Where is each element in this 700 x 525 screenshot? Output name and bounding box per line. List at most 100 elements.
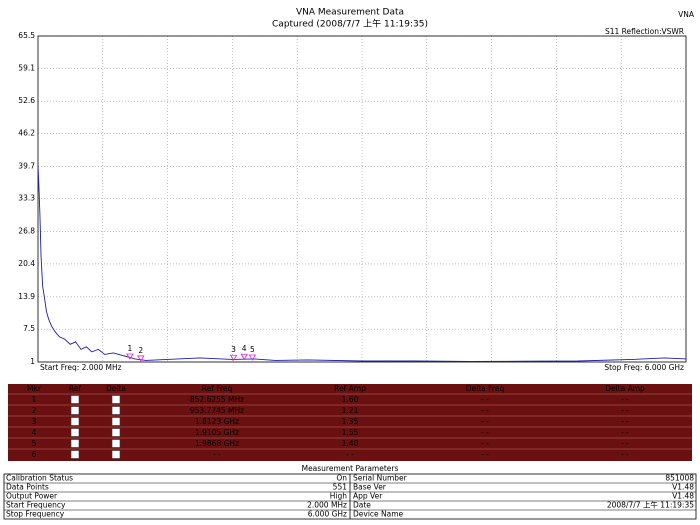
y-tick-label: 59.1 [18, 63, 35, 72]
marker-label: 2 [138, 346, 143, 355]
y-tick-label: 39.7 [18, 161, 35, 170]
param-cell: App Ver [353, 492, 383, 501]
param-cell: Device Name [353, 510, 404, 519]
param-cell: 551 [333, 483, 348, 492]
title: VNA Measurement Data [296, 8, 404, 18]
y-tick-label: 7.5 [23, 324, 35, 333]
param-cell: Stop Frequency [6, 510, 65, 519]
param-cell: Start Frequency [6, 501, 66, 510]
cell: - - [481, 395, 489, 404]
y-tick-label: 20.4 [18, 259, 35, 268]
subtitle: Captured (2008/7/7 上午 11:19:35) [272, 18, 428, 30]
param-cell: 2.000 MHz [307, 501, 347, 510]
param-cell: Data Points [6, 483, 49, 492]
plot-border [37, 35, 687, 363]
trace-label: S11 Reflection:VSWR [605, 27, 684, 36]
param-cell: Output Power [6, 492, 58, 501]
stop-label: Stop Freq: 6.000 GHz [604, 363, 684, 372]
cell: - - [481, 417, 489, 426]
cell: 1.35 [342, 417, 359, 426]
marker-label: 1 [128, 344, 133, 353]
checkbox[interactable] [111, 450, 121, 459]
cell: - - [481, 428, 489, 437]
cell: - - [621, 406, 629, 415]
marker-label: 3 [231, 345, 236, 354]
column-header: Mkr [27, 384, 42, 393]
y-tick-label: 46.2 [18, 129, 35, 138]
y-tick-label: 52.6 [18, 96, 35, 105]
checkbox[interactable] [70, 417, 80, 426]
column-header: Delta [106, 384, 126, 393]
cell: 2 [32, 406, 37, 415]
cell: - - [213, 450, 221, 459]
param-cell: Date [353, 501, 371, 510]
marker-label: 5 [250, 345, 255, 354]
marker [240, 353, 248, 360]
column-header: Ref Amp [334, 384, 366, 393]
checkbox[interactable] [70, 406, 80, 415]
cell: 4 [32, 428, 37, 437]
param-cell: 851008 [665, 474, 694, 483]
cell: 1.55 [342, 428, 359, 437]
y-tick-label: 33.3 [18, 194, 35, 203]
cell: 1.40 [342, 439, 359, 448]
marker [126, 353, 134, 360]
param-cell: V1.48 [672, 492, 694, 501]
cell: - - [621, 417, 629, 426]
checkbox[interactable] [70, 439, 80, 448]
param-cell: On [336, 474, 347, 483]
param-cell: 2008/7/7 上午 11:19:35 [607, 500, 694, 510]
cell: 852.6255 MHz [190, 395, 244, 404]
cell: - - [481, 406, 489, 415]
cell: 953.7745 MHz [190, 406, 244, 415]
y-tick-label: 65.5 [18, 31, 35, 40]
cell: - - [346, 450, 354, 459]
cell: - - [621, 395, 629, 404]
checkbox[interactable] [111, 406, 121, 415]
y-tick-label: 13.9 [18, 292, 35, 301]
cell: 6 [32, 450, 37, 459]
start-label: Start Freq: 2.000 MHz [40, 363, 122, 372]
cell: 1.60 [342, 395, 359, 404]
checkbox[interactable] [111, 395, 121, 404]
param-cell: V1.48 [672, 483, 694, 492]
trace [37, 164, 687, 362]
app-name: VNA [678, 10, 695, 19]
column-header: Ref Freq [202, 384, 233, 393]
marker [248, 354, 257, 361]
checkbox[interactable] [70, 395, 80, 404]
cell: - - [621, 439, 629, 448]
cell: 3 [32, 417, 37, 426]
checkbox[interactable] [70, 428, 80, 437]
cell: 5 [32, 439, 37, 448]
cell: 1.21 [342, 406, 359, 415]
cell: 1.9105 GHz [195, 428, 239, 437]
param-cell: High [330, 492, 347, 501]
column-header: Delta Freq [466, 384, 505, 393]
checkbox[interactable] [70, 450, 80, 459]
checkbox[interactable] [111, 439, 121, 448]
checkbox[interactable] [111, 428, 121, 437]
cell: - - [481, 450, 489, 459]
cell: 1 [32, 395, 37, 404]
column-header: Delta Amp [605, 384, 645, 393]
cell: - - [481, 439, 489, 448]
param-cell: 6.000 GHz [308, 510, 347, 519]
column-header: Ref [69, 384, 81, 393]
y-tick-label: 1 [30, 357, 35, 366]
param-cell: Calibration Status [6, 474, 73, 483]
cell: 1.9868 GHz [195, 439, 239, 448]
checkbox[interactable] [111, 417, 121, 426]
param-cell: Base Ver [353, 483, 387, 492]
params-title: Measurement Parameters [302, 464, 399, 473]
marker-table-bg [8, 384, 692, 461]
param-cell: Serial Number [353, 474, 408, 483]
cell: - - [621, 428, 629, 437]
cell: - - [621, 450, 629, 459]
y-tick-label: 26.8 [18, 227, 35, 236]
marker [137, 355, 145, 362]
cell: 1.8123 GHz [195, 417, 239, 426]
marker [229, 354, 238, 362]
marker-label: 4 [242, 344, 247, 353]
